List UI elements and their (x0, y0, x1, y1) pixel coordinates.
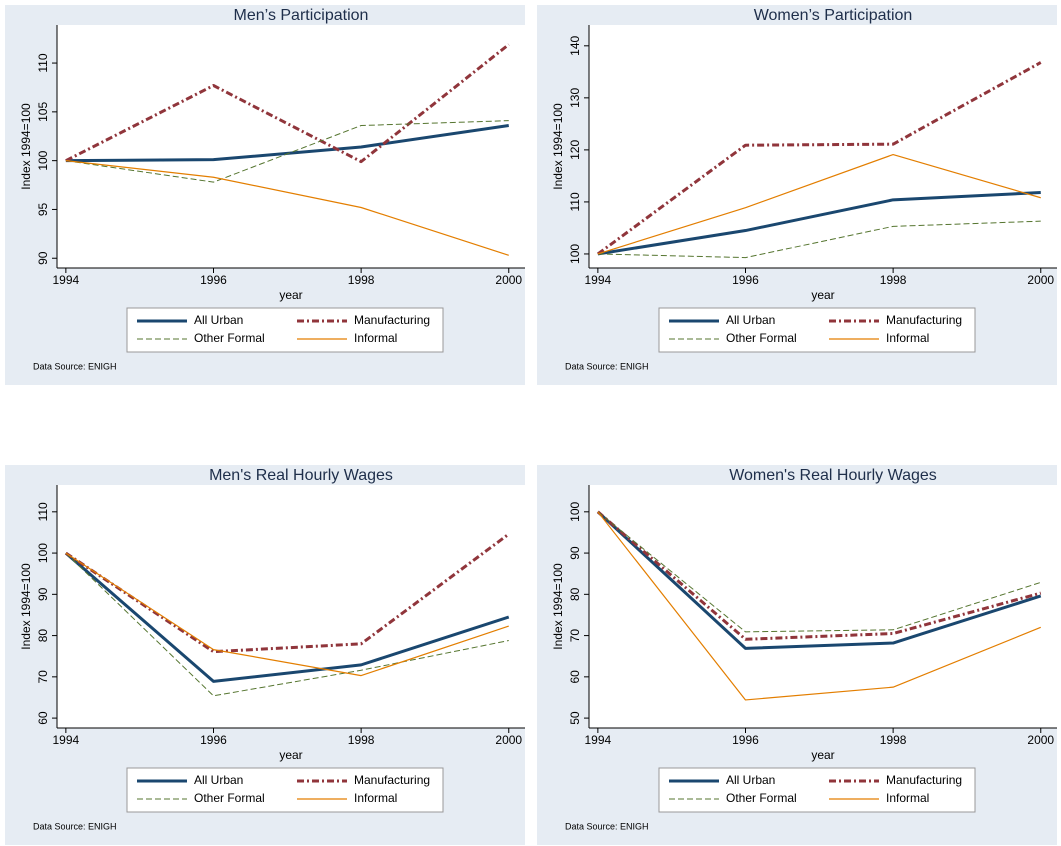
panel: Men’s Participation 90 95 100 105 110 1994 1996… (5, 5, 525, 385)
x-tick-label: 1994 (585, 733, 612, 747)
source-note: Data Source: ENIGH (33, 361, 117, 371)
x-tick-label: 2000 (1027, 273, 1054, 287)
x-tick-label: 2000 (1027, 733, 1054, 747)
legend-label: Manufacturing (886, 773, 962, 787)
legend-label: Informal (354, 791, 397, 805)
y-axis-label: Index 1994=100 (19, 563, 33, 650)
x-tick-label: 1996 (200, 733, 227, 747)
y-tick-label: 140 (568, 35, 582, 55)
series-line (597, 511, 1041, 701)
x-tick-label: 1996 (732, 273, 759, 287)
x-tick-label: 1996 (732, 733, 759, 747)
legend-label: Other Formal (194, 791, 265, 805)
legend-label: All Urban (726, 773, 775, 787)
legend-label: Informal (354, 331, 397, 345)
series-line (596, 61, 1042, 256)
series-line (65, 160, 509, 256)
y-tick-label: 80 (568, 587, 582, 601)
y-tick-label: 50 (568, 711, 582, 725)
y-tick-label: 105 (36, 102, 50, 122)
legend-label: All Urban (194, 313, 243, 327)
legend-label: Manufacturing (886, 313, 962, 327)
x-tick-label: 1998 (348, 733, 375, 747)
chart-title: Women’s Participation (754, 7, 913, 24)
y-tick-label: 100 (568, 244, 582, 264)
plot-area (57, 25, 525, 268)
legend-label: All Urban (194, 773, 243, 787)
series-line (597, 191, 1041, 256)
source-note: Data Source: ENIGH (33, 821, 117, 831)
legend-box (126, 767, 444, 813)
chart-title: Women's Real Hourly Wages (729, 467, 937, 484)
x-tick-label: 1994 (585, 273, 612, 287)
legend-label: Other Formal (726, 331, 797, 345)
y-tick-label: 90 (36, 251, 50, 265)
x-axis-label: year (279, 748, 302, 762)
x-axis-label: year (811, 288, 834, 302)
y-tick-label: 110 (568, 192, 582, 211)
series-line (65, 43, 510, 164)
x-tick-label: 2000 (495, 733, 522, 747)
y-tick-label: 100 (36, 150, 50, 170)
plot-area (57, 485, 525, 728)
y-axis-label: Index 1994=100 (551, 563, 565, 650)
legend-box (658, 307, 976, 353)
series-line (65, 120, 509, 183)
legend-label: Informal (886, 791, 929, 805)
x-tick-label: 1996 (200, 273, 227, 287)
series-line (65, 552, 509, 697)
series-line (597, 511, 1041, 633)
x-axis-label: year (811, 748, 834, 762)
y-tick-label: 60 (36, 711, 50, 725)
y-tick-label: 90 (568, 546, 582, 560)
y-tick-label: 110 (36, 502, 50, 521)
y-tick-label: 70 (568, 629, 582, 643)
panel: Men's Real Hourly Wages 60 70 80 90 100 110 199… (5, 465, 525, 845)
series-line (65, 552, 509, 677)
plot-area (589, 485, 1057, 728)
source-note: Data Source: ENIGH (565, 361, 649, 371)
chart-title: Men’s Participation (234, 7, 369, 24)
x-tick-label: 1998 (880, 733, 907, 747)
y-tick-label: 120 (568, 140, 582, 160)
y-tick-label: 100 (36, 543, 50, 563)
legend-label: Other Formal (726, 791, 797, 805)
y-tick-label: 100 (568, 501, 582, 521)
y-tick-label: 130 (568, 88, 582, 108)
legend-label: Manufacturing (354, 313, 430, 327)
series-line (597, 220, 1041, 259)
legend-box (126, 307, 444, 353)
x-tick-label: 1998 (348, 273, 375, 287)
y-tick-label: 90 (36, 587, 50, 601)
series-line (64, 551, 510, 683)
y-tick-label: 95 (36, 202, 50, 216)
legend-label: Other Formal (194, 331, 265, 345)
x-axis-label: year (279, 288, 302, 302)
series-line (65, 532, 510, 654)
panel: Women’s Participation 100 110 120 130 140 1994… (537, 5, 1057, 385)
x-tick-label: 1998 (880, 273, 907, 287)
y-axis-label: Index 1994=100 (19, 103, 33, 190)
legend-box (658, 767, 976, 813)
series-line (596, 510, 1042, 650)
series-line (597, 153, 1041, 255)
legend-label: All Urban (726, 313, 775, 327)
y-tick-label: 80 (36, 629, 50, 643)
y-tick-label: 110 (36, 53, 50, 72)
chart-title: Men's Real Hourly Wages (209, 467, 393, 484)
x-tick-label: 1994 (53, 733, 80, 747)
source-note: Data Source: ENIGH (565, 821, 649, 831)
x-tick-label: 1994 (53, 273, 80, 287)
y-tick-label: 60 (568, 670, 582, 684)
y-tick-label: 70 (36, 670, 50, 684)
x-tick-label: 2000 (495, 273, 522, 287)
y-axis-label: Index 1994=100 (551, 103, 565, 190)
legend-label: Manufacturing (354, 773, 430, 787)
plot-area (589, 25, 1057, 268)
panel: Women's Real Hourly Wages 50 60 70 80 90 100 19… (537, 465, 1057, 845)
legend-label: Informal (886, 331, 929, 345)
